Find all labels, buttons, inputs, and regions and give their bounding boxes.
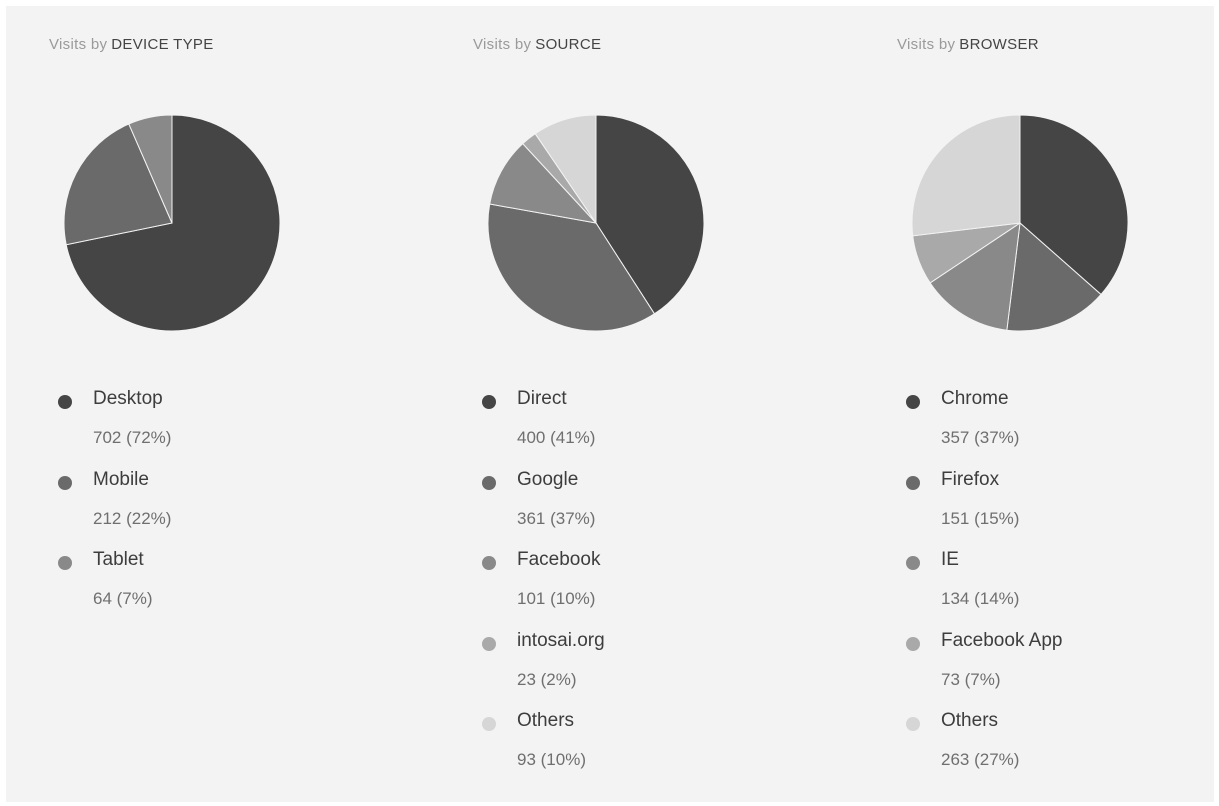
legend-value: 23 (2%) [517,669,577,689]
chart-title: Visits by BROWSER [897,36,1039,53]
pie-slice-others [911,114,1021,237]
chart-browser: Visits by BROWSER Chrome 357 (37%) Firefo… [897,6,1219,802]
legend-dot [906,556,920,570]
chart-title-main: SOURCE [535,36,602,53]
legend-value: 64 (7%) [93,589,153,608]
legend-dot [58,395,72,409]
legend-label: Others [941,710,999,731]
legend-dot [482,556,496,570]
legend-dot [58,556,72,570]
legend-label: Chrome [941,388,1009,409]
pie-chart [911,114,1129,332]
legend-label: Desktop [93,388,163,409]
legend-dot [482,636,496,651]
legend-label: Firefox [941,468,1000,490]
legend-value: 93 (10%) [517,750,586,769]
chart-title: Visits by SOURCE [473,36,601,53]
chart-title: Visits by DEVICE TYPE [49,36,214,53]
chart-title-prefix: Visits by [49,36,108,53]
legend-label: Tablet [93,549,144,570]
chart-title-prefix: Visits by [897,36,956,53]
chart-title-main: BROWSER [959,36,1039,53]
pie-slice-firefox [1006,221,1102,332]
legend-dot [58,475,72,490]
legend-dot [906,475,920,490]
legend-value: 357 (37%) [941,428,1020,447]
legend-label: Google [517,468,579,490]
legend-dot [906,636,920,651]
pie-chart [487,114,705,332]
legend-dot [482,475,496,490]
legend-dot [906,717,920,731]
pie-slice-tablet [128,114,173,224]
legend-dot [482,717,496,731]
visits-dashboard: Visits by DEVICE TYPE Desktop 702 (72%) M… [6,6,1214,802]
legend-value: 263 (27%) [941,750,1020,769]
legend-value: 400 (41%) [517,428,596,447]
legend-label: IE [941,549,959,570]
legend-label: intosai.org [517,629,605,651]
pie-slice-others [534,114,597,225]
legend-value: 101 (10%) [517,589,596,608]
pie-slice-facebook [489,142,598,224]
legend-label: Facebook [517,549,601,570]
legend-label: Mobile [93,468,149,490]
pie-slice-desktop [65,114,281,332]
pie-chart [63,114,281,332]
legend-value: 702 (72%) [93,428,172,447]
legend-value: 212 (22%) [93,508,172,528]
legend-label: Direct [517,388,567,409]
legend-label: Facebook App [941,629,1063,651]
legend-dot [906,395,920,409]
legend-value: 134 (14%) [941,589,1020,608]
chart-device-type: Visits by DEVICE TYPE Desktop 702 (72%) M… [49,6,429,802]
chart-title-prefix: Visits by [473,36,532,53]
chart-source: Visits by SOURCE Direct 400 (41%) Google … [473,6,853,802]
legend-value: 73 (7%) [941,669,1001,689]
legend-label: Others [517,710,575,731]
pie-slice-mobile [63,123,173,246]
pie-slice-google [487,203,656,332]
pie-slice-chrome [1019,114,1129,296]
legend-value: 151 (15%) [941,508,1020,528]
legend-value: 361 (37%) [517,508,596,528]
legend-dot [482,395,496,409]
pie-slice-ie [929,221,1021,331]
chart-title-main: DEVICE TYPE [111,36,214,53]
